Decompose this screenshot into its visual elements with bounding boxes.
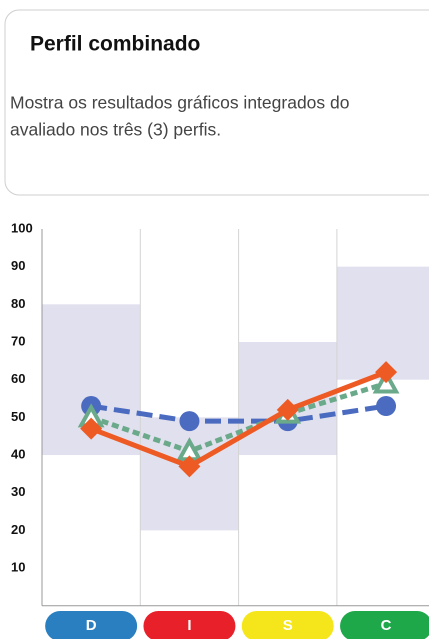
category-label: I xyxy=(187,617,191,634)
category-label: C xyxy=(381,617,392,634)
marker-circle xyxy=(376,396,397,417)
y-tick-label: 70 xyxy=(11,333,25,348)
y-tick-label: 30 xyxy=(11,484,25,499)
category-label: S xyxy=(283,617,293,634)
category-button[interactable] xyxy=(45,611,138,639)
description: Mostra os resultados gráficos integrados… xyxy=(10,93,349,113)
y-tick-label: 50 xyxy=(11,409,25,424)
marker-circle xyxy=(179,411,200,432)
category-button[interactable] xyxy=(340,611,429,639)
y-tick-label: 10 xyxy=(11,559,25,574)
card xyxy=(4,9,429,196)
series-line xyxy=(90,381,387,454)
category-label: D xyxy=(86,617,97,634)
series-line xyxy=(90,403,387,424)
category-button[interactable] xyxy=(241,611,334,639)
y-tick-label: 90 xyxy=(11,258,25,273)
description: avaliado nos três (3) perfis. xyxy=(10,120,221,140)
y-tick-label: 40 xyxy=(11,446,25,461)
y-tick-label: 100 xyxy=(11,220,33,235)
y-tick-label: 20 xyxy=(11,522,25,537)
card-title: Perfil combinado xyxy=(30,33,200,56)
marker-diamond xyxy=(80,417,103,440)
range-band xyxy=(336,266,429,380)
category-button[interactable] xyxy=(143,611,236,639)
marker-diamond xyxy=(276,398,299,421)
marker-diamond xyxy=(178,455,201,478)
y-tick-label: 80 xyxy=(11,296,25,311)
marker-diamond xyxy=(375,361,398,384)
series-line xyxy=(90,369,387,470)
y-tick-label: 60 xyxy=(11,371,25,386)
